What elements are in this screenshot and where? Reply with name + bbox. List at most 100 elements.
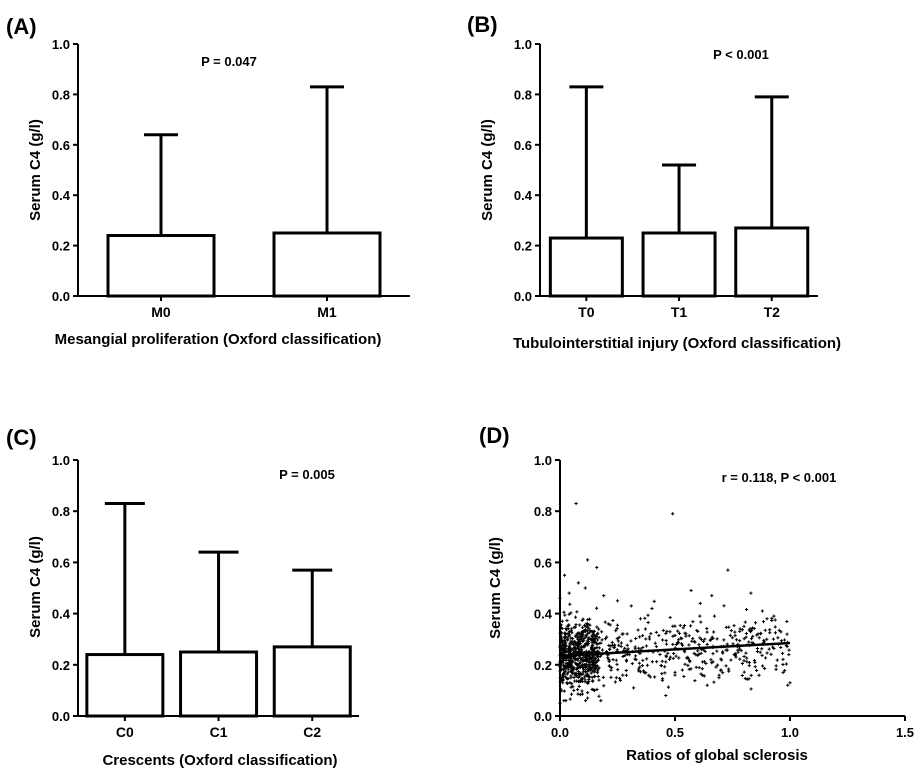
data-point xyxy=(614,658,618,662)
data-point xyxy=(661,628,665,633)
data-point xyxy=(722,638,726,642)
data-point xyxy=(711,652,715,656)
data-point xyxy=(745,660,749,664)
panel-b-category-label: T2 xyxy=(764,304,781,320)
data-point xyxy=(644,644,649,648)
data-point xyxy=(586,643,590,647)
data-point xyxy=(683,662,687,666)
data-point xyxy=(576,581,580,585)
data-point xyxy=(655,660,659,664)
panel-c-ytick-label: 0.0 xyxy=(52,709,70,724)
data-point xyxy=(772,614,776,618)
data-point xyxy=(568,663,572,667)
data-point xyxy=(615,623,620,627)
data-point xyxy=(595,638,600,642)
data-point xyxy=(561,658,565,663)
data-point xyxy=(750,626,755,630)
data-point xyxy=(732,623,736,628)
data-point xyxy=(563,631,567,635)
data-point xyxy=(747,664,751,668)
data-point xyxy=(588,665,592,669)
data-point xyxy=(581,670,585,674)
data-point xyxy=(779,639,784,643)
data-point xyxy=(591,655,595,659)
data-point xyxy=(694,653,698,657)
data-point xyxy=(610,640,614,644)
data-point xyxy=(664,654,668,658)
data-point xyxy=(581,672,585,676)
data-point xyxy=(755,649,760,654)
data-point xyxy=(717,676,721,680)
data-point xyxy=(641,669,646,673)
data-point xyxy=(666,685,670,689)
data-point xyxy=(586,696,590,700)
data-point xyxy=(762,638,766,642)
data-point xyxy=(569,641,573,645)
data-point xyxy=(592,670,596,674)
data-point xyxy=(719,668,723,672)
data-point xyxy=(673,633,677,638)
data-point xyxy=(684,632,688,636)
data-point xyxy=(566,634,571,638)
data-point xyxy=(653,675,657,679)
data-point xyxy=(596,667,600,671)
data-point xyxy=(755,646,760,651)
data-point xyxy=(694,665,698,669)
data-point xyxy=(751,634,755,638)
data-point xyxy=(716,663,720,667)
data-point xyxy=(574,633,578,637)
data-point xyxy=(572,675,576,680)
data-point xyxy=(664,642,669,646)
data-point xyxy=(689,588,693,593)
panel-a-ylabel: Serum C4 (g/l) xyxy=(27,119,44,221)
data-point xyxy=(680,643,685,647)
data-point xyxy=(587,657,591,661)
data-point xyxy=(597,635,601,640)
data-point xyxy=(696,649,700,653)
data-point xyxy=(745,656,749,660)
data-point xyxy=(721,671,725,675)
data-point xyxy=(676,629,680,633)
data-point xyxy=(642,671,646,675)
data-point xyxy=(578,642,583,646)
data-point xyxy=(599,699,603,703)
data-point xyxy=(574,623,578,627)
data-point xyxy=(559,634,563,638)
data-point xyxy=(633,654,638,658)
data-point xyxy=(785,644,789,649)
data-point xyxy=(578,623,582,627)
data-point xyxy=(742,659,746,663)
data-point xyxy=(566,638,570,642)
data-point xyxy=(698,614,702,618)
data-point xyxy=(740,661,745,666)
data-point xyxy=(757,636,761,640)
data-point xyxy=(577,684,581,688)
data-point xyxy=(572,688,576,692)
data-point xyxy=(733,630,737,634)
data-point xyxy=(747,640,751,644)
data-point xyxy=(583,586,587,590)
data-point xyxy=(765,617,769,621)
data-point xyxy=(773,625,777,629)
data-point xyxy=(600,630,604,634)
data-point xyxy=(563,638,567,642)
data-point xyxy=(600,638,604,642)
data-point xyxy=(586,673,590,677)
data-point xyxy=(571,636,575,641)
data-point xyxy=(664,631,668,636)
data-point xyxy=(588,660,593,664)
panel-d-stat: r = 0.118, P < 0.001 xyxy=(722,470,837,485)
data-point xyxy=(607,647,612,651)
data-point xyxy=(614,629,618,633)
data-point xyxy=(611,618,615,623)
data-point xyxy=(568,602,572,606)
data-point xyxy=(748,630,753,634)
data-point xyxy=(671,642,675,646)
data-point xyxy=(625,643,629,647)
panel-b-bar xyxy=(734,226,810,298)
data-point xyxy=(645,663,650,667)
data-point xyxy=(773,631,778,635)
data-point xyxy=(700,667,704,671)
data-point xyxy=(641,634,645,638)
data-point xyxy=(617,676,622,681)
